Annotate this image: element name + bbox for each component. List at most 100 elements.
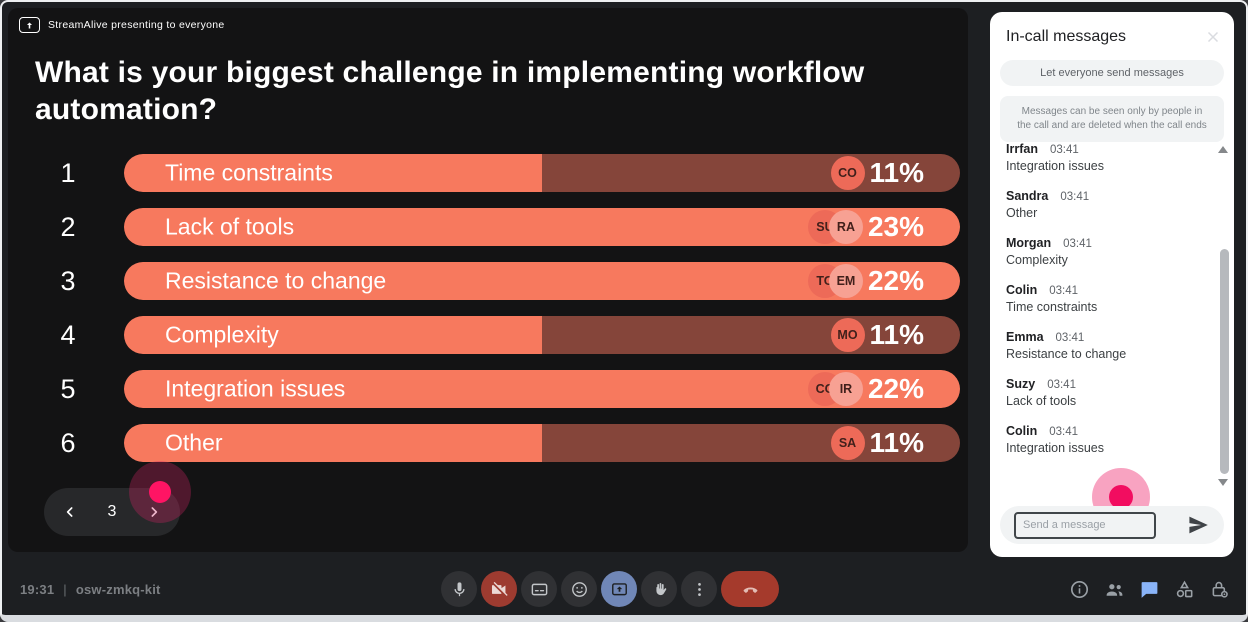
chat-message-header: Suzy 03:41 — [1006, 377, 1206, 391]
prev-slide-button[interactable] — [60, 502, 80, 522]
poll-percentage-value: 11% — [869, 427, 925, 458]
close-chat-button[interactable] — [1204, 28, 1222, 46]
poll-rank-number: 2 — [60, 211, 76, 242]
chat-message: Colin 03:41 Integration issues — [1006, 424, 1206, 455]
sender-name: Morgan — [1006, 236, 1052, 250]
voter-avatar: EM — [828, 264, 863, 298]
poll-rank-number: 5 — [60, 373, 76, 404]
microphone-button[interactable] — [441, 571, 477, 607]
chat-message-input[interactable] — [1014, 511, 1156, 539]
activities-icon — [1174, 579, 1195, 600]
slide-page-number: 3 — [107, 503, 117, 520]
end-call-button[interactable] — [721, 571, 779, 607]
chat-privacy-notice: Messages can be seen only by people in t… — [1000, 96, 1224, 142]
scroll-up-arrow-icon[interactable] — [1218, 146, 1228, 153]
panel-toggles — [1069, 579, 1230, 600]
presenter-cursor-dot — [149, 481, 171, 503]
more-options-button[interactable] — [681, 571, 717, 607]
clock-time: 19:31 — [20, 582, 55, 597]
captions-button[interactable] — [521, 571, 557, 607]
raise-hand-button[interactable] — [641, 571, 677, 607]
message-text: Integration issues — [1006, 159, 1104, 173]
info-button[interactable] — [1069, 579, 1090, 600]
sender-name: Colin — [1006, 283, 1038, 297]
message-time: 03:41 — [1060, 191, 1090, 203]
sender-name: Colin — [1006, 424, 1038, 438]
poll-bar: Time constraints CO 11% — [124, 154, 960, 192]
poll-option-row: 6 Other SA 11% — [8, 424, 960, 462]
scroll-down-arrow-icon[interactable] — [1218, 479, 1228, 486]
allow-messages-toggle[interactable]: Let everyone send messages — [1000, 60, 1224, 86]
microphone-icon — [450, 580, 469, 599]
poll-bar-fill — [124, 316, 542, 354]
message-time: 03:41 — [1063, 238, 1092, 250]
chevron-left-icon — [66, 507, 73, 517]
sender-name: Sandra — [1006, 189, 1049, 203]
chat-message-header: Emma 03:41 — [1006, 330, 1206, 344]
poll-bar-fill — [124, 424, 542, 462]
chat-message-header: Colin 03:41 — [1006, 283, 1206, 297]
end-call-icon — [741, 580, 760, 599]
poll-option-row: 4 Complexity MO 11% — [8, 316, 960, 354]
poll-bar: Integration issues CO IR 22% — [124, 370, 960, 408]
message-time: 03:41 — [1049, 144, 1079, 156]
camera-off-icon — [490, 580, 509, 599]
poll-rank-number: 6 — [60, 427, 76, 458]
chat-message: Suzy 03:41 Lack of tools — [1006, 377, 1206, 408]
poll-option-label: Resistance to change — [165, 267, 387, 294]
sender-name: Emma — [1006, 330, 1044, 344]
chevron-right-icon — [151, 507, 158, 517]
poll-bar-fill — [124, 154, 542, 192]
present-screen-button[interactable] — [601, 571, 637, 607]
poll-option-label: Integration issues — [165, 375, 346, 402]
poll-percentage-value: 22% — [867, 373, 924, 404]
reactions-icon — [570, 580, 589, 599]
poll-option-label: Time constraints — [165, 159, 333, 186]
poll-option-row: 3 Resistance to change TO EM 22% — [8, 262, 960, 300]
chat-message: Morgan 03:41 Complexity — [1006, 236, 1206, 267]
poll-option-label: Other — [165, 429, 223, 456]
message-text: Integration issues — [1006, 441, 1104, 455]
captions-icon — [530, 580, 549, 599]
chat-message: Irrfan 03:41 Integration issues — [1006, 142, 1206, 173]
voter-avatar: RA — [828, 210, 863, 244]
screen-share-icon — [19, 17, 40, 33]
poll-option-label: Lack of tools — [165, 213, 295, 240]
meeting-info: 19:31 | osw-zmkq-kit — [20, 582, 161, 597]
poll-percentage-value: 11% — [869, 157, 925, 188]
chat-message-list: Irrfan 03:41 Integration issues Sandra 03:41… — [1006, 142, 1206, 471]
poll-bar-right-cluster: SA 11% — [830, 426, 925, 460]
activities-button[interactable] — [1174, 579, 1195, 600]
host-controls-button[interactable] — [1209, 579, 1230, 600]
camera-off-button[interactable] — [481, 571, 517, 607]
poll-bar-right-cluster: MO 11% — [830, 318, 924, 352]
chat-message-header: Irrfan 03:41 — [1006, 142, 1206, 156]
chat-button[interactable] — [1139, 579, 1160, 600]
more-options-icon — [690, 580, 709, 599]
poll-rank-number: 3 — [60, 265, 76, 296]
message-time: 03:41 — [1047, 379, 1076, 391]
raise-hand-icon — [650, 580, 669, 599]
voter-avatar: MO — [830, 318, 865, 352]
chat-message: Sandra 03:41 Other — [1006, 189, 1206, 220]
reactions-button[interactable] — [561, 571, 597, 607]
chat-message-header: Colin 03:41 — [1006, 424, 1206, 438]
chat-message: Colin 03:41 Time constraints — [1006, 283, 1206, 314]
message-time: 03:41 — [1055, 332, 1085, 344]
people-icon — [1104, 579, 1125, 600]
poll-percentage-value: 22% — [867, 265, 924, 296]
send-message-button[interactable] — [1186, 513, 1210, 537]
presentation-stage: StreamAlive presenting to everyone What … — [8, 8, 968, 552]
close-icon — [1207, 31, 1219, 43]
sender-name: Irrfan — [1006, 142, 1038, 156]
voter-avatar: SA — [830, 426, 865, 460]
chat-scrollbar[interactable] — [1220, 249, 1229, 474]
poll-results-list: 1 Time constraints CO 11% 2 Lack of tools SU RA… — [8, 154, 960, 462]
poll-rank-number: 1 — [60, 157, 76, 188]
people-button[interactable] — [1104, 579, 1125, 600]
next-slide-button[interactable] — [144, 502, 164, 522]
chat-icon — [1139, 579, 1160, 600]
host-controls-icon — [1209, 579, 1230, 600]
presenting-badge: StreamAlive presenting to everyone — [19, 17, 225, 33]
voter-avatar: CO — [830, 156, 865, 190]
